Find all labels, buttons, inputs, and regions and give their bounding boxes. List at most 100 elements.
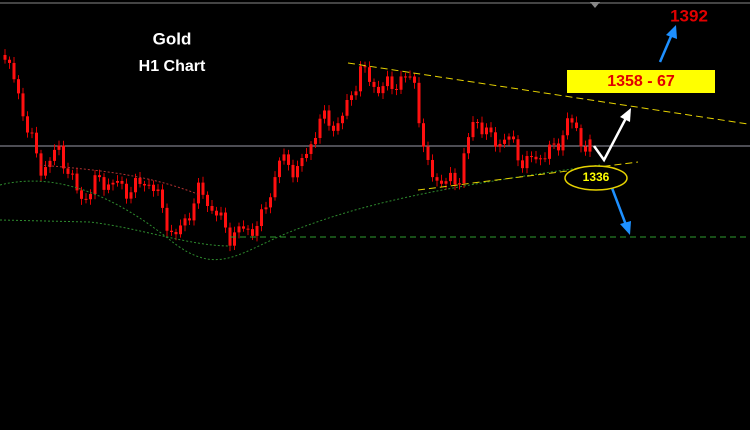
candle xyxy=(440,180,443,184)
candle xyxy=(62,145,65,169)
candle xyxy=(381,86,385,94)
candle xyxy=(39,153,43,176)
candle xyxy=(12,62,16,80)
candle xyxy=(359,66,362,92)
arrow-path xyxy=(592,108,631,163)
candle xyxy=(471,122,475,138)
candle xyxy=(399,76,403,90)
candle xyxy=(395,88,398,90)
candle xyxy=(476,122,479,124)
candle xyxy=(129,192,133,199)
candle xyxy=(503,139,506,144)
candles xyxy=(3,49,592,252)
candle xyxy=(336,123,340,131)
candle xyxy=(318,118,322,138)
candle xyxy=(30,132,34,134)
candle xyxy=(210,206,214,211)
candle xyxy=(305,153,308,159)
candle xyxy=(435,177,439,181)
candle xyxy=(449,172,452,182)
candle xyxy=(192,203,196,221)
candle xyxy=(575,122,578,129)
candle xyxy=(138,177,142,184)
candle xyxy=(201,182,205,195)
candle xyxy=(273,177,277,198)
candle xyxy=(197,182,200,204)
candle xyxy=(548,144,551,159)
upper-trendline xyxy=(347,62,749,125)
candle xyxy=(372,81,376,87)
candle xyxy=(341,115,344,124)
candle xyxy=(417,82,421,124)
candle xyxy=(494,132,497,147)
moving-average-2 xyxy=(0,219,231,247)
candle xyxy=(215,210,218,216)
candle xyxy=(174,231,178,235)
candle xyxy=(170,230,173,232)
candle xyxy=(570,118,574,123)
resistance-label: 1358 - 67 xyxy=(607,73,675,90)
moving-average-3 xyxy=(39,164,201,196)
candle xyxy=(102,177,106,190)
candle xyxy=(345,99,349,116)
support-ellipse xyxy=(564,165,628,191)
candle xyxy=(188,218,191,221)
moving-average xyxy=(0,164,601,261)
candle xyxy=(327,110,331,126)
candle xyxy=(98,175,101,178)
candle xyxy=(260,209,263,227)
candle xyxy=(489,127,493,133)
candle xyxy=(516,139,520,161)
arrow-down xyxy=(610,187,631,235)
candle xyxy=(66,168,70,174)
candle xyxy=(75,173,79,191)
scroll-marker xyxy=(590,2,600,8)
candle xyxy=(246,228,250,230)
candle xyxy=(120,181,124,184)
candle xyxy=(462,153,466,184)
candle xyxy=(183,218,187,226)
candle xyxy=(453,172,457,185)
candle xyxy=(71,173,74,175)
candle xyxy=(93,175,97,195)
candle xyxy=(566,118,569,136)
candle xyxy=(458,183,461,185)
candle xyxy=(539,158,542,160)
candle xyxy=(354,91,358,96)
candle xyxy=(107,184,110,190)
candle xyxy=(296,166,299,178)
candle xyxy=(287,154,290,165)
candle xyxy=(498,143,502,147)
candle xyxy=(525,156,529,169)
candle xyxy=(300,158,304,167)
candle xyxy=(323,110,326,119)
candle xyxy=(152,184,155,192)
target-label: 1392 xyxy=(670,6,708,25)
chart-title: Gold xyxy=(153,29,192,48)
candle xyxy=(431,159,434,178)
candle xyxy=(80,190,83,199)
candle xyxy=(264,207,268,210)
candle xyxy=(386,76,389,87)
candle xyxy=(530,156,533,158)
candle xyxy=(21,93,25,117)
candle xyxy=(377,86,380,94)
candle xyxy=(588,139,592,152)
candle xyxy=(314,137,317,145)
candle xyxy=(332,125,335,131)
candle xyxy=(557,143,560,151)
candle xyxy=(579,128,583,147)
candle xyxy=(390,76,394,89)
arrow-up xyxy=(658,25,677,63)
candle xyxy=(111,182,115,185)
candle xyxy=(368,67,371,82)
candle xyxy=(53,149,56,161)
candle xyxy=(251,229,254,236)
candle xyxy=(552,143,556,145)
candle xyxy=(561,135,565,151)
candle xyxy=(125,183,128,199)
candle xyxy=(363,66,367,68)
candle xyxy=(534,156,538,160)
